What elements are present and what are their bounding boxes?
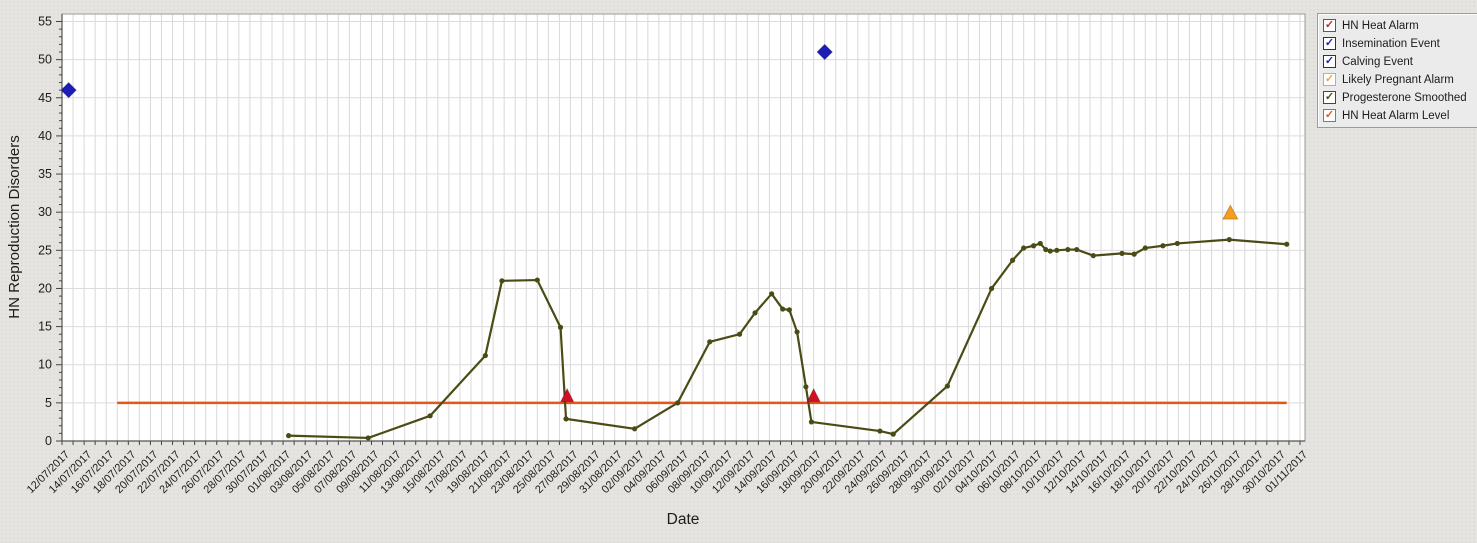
svg-text:0: 0 <box>45 434 52 448</box>
legend-item-calving-event[interactable]: ✓ Calving Event <box>1323 54 1475 69</box>
legend-item-hn-heat-alarm-level[interactable]: ✓ HN Heat Alarm Level <box>1323 108 1475 123</box>
svg-text:35: 35 <box>38 167 52 181</box>
svg-text:50: 50 <box>38 53 52 67</box>
x-axis-title: Date <box>667 511 700 528</box>
svg-text:15: 15 <box>38 320 52 334</box>
legend-item-label: HN Heat Alarm <box>1342 19 1419 32</box>
chart-panel: 12/07/2017 14/07/2017 16/07/2017 18/07/2017… <box>6 13 1310 528</box>
legend: ✓ HN Heat Alarm ✓ Insemination Event ✓ C… <box>1317 13 1477 128</box>
checkbox-checked-icon[interactable]: ✓ <box>1323 73 1336 86</box>
legend-item-label: HN Heat Alarm Level <box>1342 109 1450 122</box>
svg-text:40: 40 <box>38 129 52 143</box>
svg-text:10: 10 <box>38 358 52 372</box>
checkbox-checked-icon[interactable]: ✓ <box>1323 91 1336 104</box>
legend-item-likely-pregnant-alarm[interactable]: ✓ Likely Pregnant Alarm <box>1323 72 1475 87</box>
legend-item-hn-heat-alarm[interactable]: ✓ HN Heat Alarm <box>1323 18 1475 33</box>
svg-text:45: 45 <box>38 91 52 105</box>
svg-text:25: 25 <box>38 243 52 257</box>
legend-item-label: Insemination Event <box>1342 37 1440 50</box>
y-axis-title: HN Reproduction Disorders <box>6 135 23 318</box>
checkbox-checked-icon[interactable]: ✓ <box>1323 37 1336 50</box>
checkbox-checked-icon[interactable]: ✓ <box>1323 55 1336 68</box>
svg-text:5: 5 <box>45 396 52 410</box>
legend-item-label: Calving Event <box>1342 55 1413 68</box>
checkbox-checked-icon[interactable]: ✓ <box>1323 19 1336 32</box>
legend-item-insemination-event[interactable]: ✓ Insemination Event <box>1323 36 1475 51</box>
chart-canvas: 12/07/201714/07/201716/07/201718/07/2017… <box>6 13 1310 528</box>
legend-item-progesterone-smoothed[interactable]: ✓ Progesterone Smoothed <box>1323 90 1475 105</box>
legend-item-label: Progesterone Smoothed <box>1342 91 1467 104</box>
svg-text:30: 30 <box>38 205 52 219</box>
legend-item-label: Likely Pregnant Alarm <box>1342 73 1454 86</box>
svg-text:20: 20 <box>38 281 52 295</box>
svg-text:55: 55 <box>38 15 52 29</box>
checkbox-checked-icon[interactable]: ✓ <box>1323 109 1336 122</box>
